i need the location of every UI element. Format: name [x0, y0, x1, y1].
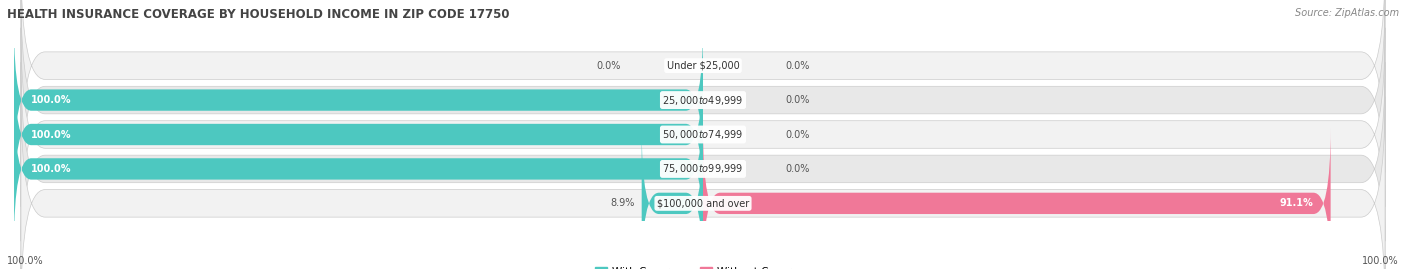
FancyBboxPatch shape [641, 128, 703, 269]
FancyBboxPatch shape [14, 59, 703, 210]
Text: 100.0%: 100.0% [1362, 256, 1399, 266]
Legend: With Coverage, Without Coverage: With Coverage, Without Coverage [591, 263, 815, 269]
Text: $75,000 to $99,999: $75,000 to $99,999 [662, 162, 744, 175]
Text: Source: ZipAtlas.com: Source: ZipAtlas.com [1295, 8, 1399, 18]
FancyBboxPatch shape [21, 0, 1385, 207]
Text: 0.0%: 0.0% [786, 129, 810, 140]
FancyBboxPatch shape [21, 0, 1385, 172]
Text: 0.0%: 0.0% [786, 95, 810, 105]
FancyBboxPatch shape [21, 62, 1385, 269]
FancyBboxPatch shape [703, 128, 1330, 269]
Text: 0.0%: 0.0% [786, 164, 810, 174]
Text: 100.0%: 100.0% [31, 129, 72, 140]
FancyBboxPatch shape [21, 28, 1385, 241]
Text: 0.0%: 0.0% [786, 61, 810, 71]
Text: 0.0%: 0.0% [596, 61, 620, 71]
Text: $50,000 to $74,999: $50,000 to $74,999 [662, 128, 744, 141]
Text: 91.1%: 91.1% [1279, 198, 1313, 208]
Text: $25,000 to $49,999: $25,000 to $49,999 [662, 94, 744, 107]
FancyBboxPatch shape [21, 97, 1385, 269]
Text: 100.0%: 100.0% [31, 164, 72, 174]
Text: $100,000 and over: $100,000 and over [657, 198, 749, 208]
Text: 100.0%: 100.0% [7, 256, 44, 266]
FancyBboxPatch shape [14, 25, 703, 175]
Text: 8.9%: 8.9% [610, 198, 634, 208]
Text: HEALTH INSURANCE COVERAGE BY HOUSEHOLD INCOME IN ZIP CODE 17750: HEALTH INSURANCE COVERAGE BY HOUSEHOLD I… [7, 8, 509, 21]
FancyBboxPatch shape [14, 94, 703, 244]
Text: 100.0%: 100.0% [31, 95, 72, 105]
Text: Under $25,000: Under $25,000 [666, 61, 740, 71]
